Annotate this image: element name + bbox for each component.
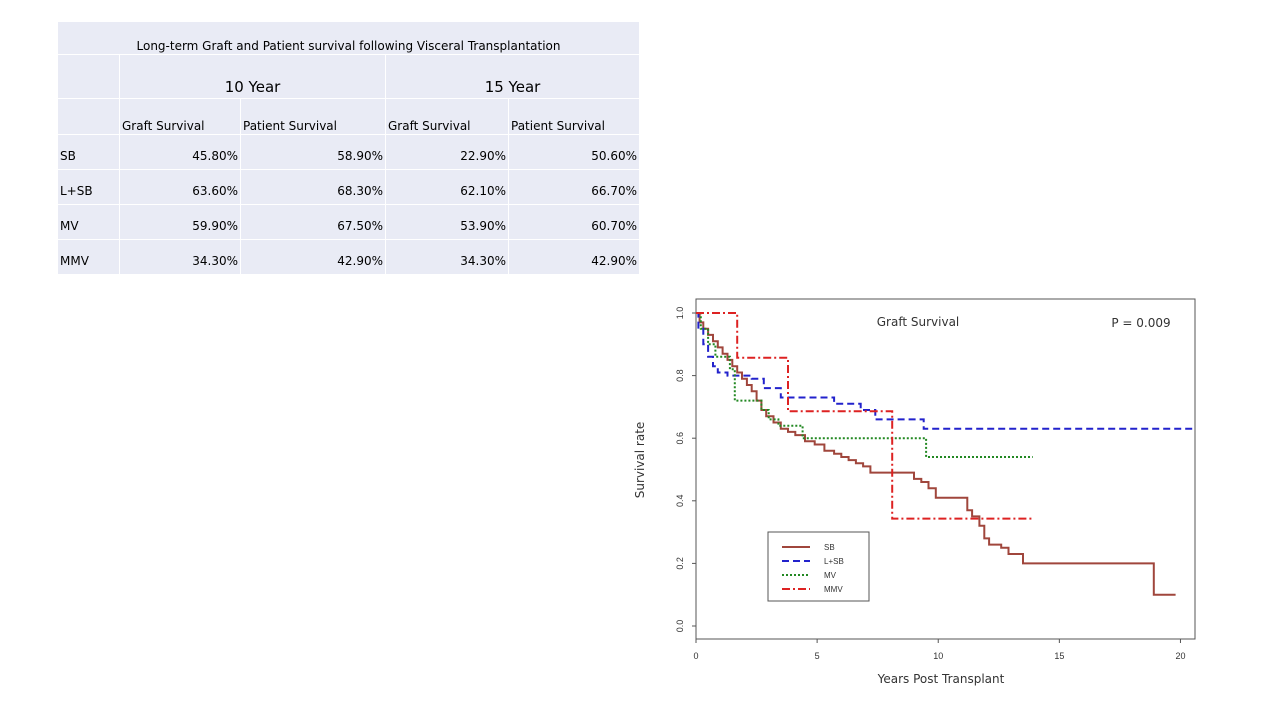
x-tick-label: 15	[1054, 651, 1064, 661]
y-tick-label: 0.8	[675, 369, 685, 382]
table-cell: 45.80%	[119, 134, 241, 170]
y-axis-label: Survival rate	[633, 422, 647, 499]
legend-box	[767, 531, 870, 602]
table-cell: 67.50%	[240, 204, 386, 240]
chart-title: Graft Survival	[877, 315, 960, 329]
survival-chart: 0.0 0.2 0.4 0.6 0.8 1.0 0 5 10 15 20 Graft Surviv…	[633, 298, 1196, 686]
table-row: L+SB 63.60% 68.30% 62.10% 66.70%	[57, 169, 641, 205]
col-header-patient-10: Patient Survival	[240, 98, 386, 135]
table-cell: 42.90%	[507, 239, 641, 275]
x-tick-label: 20	[1175, 651, 1185, 661]
chart-legend: SB L+SB MV MMV	[767, 531, 870, 602]
table-cell: 66.70%	[507, 169, 641, 205]
table-row: SB 45.80% 58.90% 22.90% 50.60%	[57, 134, 641, 170]
corner-cell	[57, 54, 120, 99]
y-tick-label: 0.2	[675, 557, 685, 570]
row-label: MMV	[57, 239, 120, 275]
series-line-mv	[696, 312, 1033, 458]
survival-table: Long-term Graft and Patient survival fol…	[56, 21, 641, 275]
col-header-graft-15: Graft Survival	[385, 98, 509, 135]
table-cell: 53.90%	[385, 204, 509, 240]
col-header-graft-10: Graft Survival	[119, 98, 241, 135]
series-line-sb	[696, 312, 1176, 596]
table-cell: 22.90%	[385, 134, 509, 170]
table-cell: 59.90%	[119, 204, 241, 240]
x-axis: 0 5 10 15 20	[693, 639, 1185, 661]
corner-cell	[57, 98, 120, 135]
table-cell: 60.70%	[507, 204, 641, 240]
table-cell: 63.60%	[119, 169, 241, 205]
table-cell: 42.90%	[240, 239, 386, 275]
row-label: L+SB	[57, 169, 120, 205]
legend-label: MV	[824, 571, 837, 580]
y-tick-label: 0.4	[675, 495, 685, 508]
y-tick-label: 0.6	[675, 432, 685, 445]
series-layer	[696, 312, 1195, 596]
group-header-15-year: 15 Year	[384, 54, 641, 99]
table-cell: 58.90%	[240, 134, 386, 170]
table-row: MV 59.90% 67.50% 53.90% 60.70%	[57, 204, 641, 240]
x-axis-label: Years Post Transplant	[877, 672, 1005, 686]
y-tick-label: 1.0	[675, 307, 685, 320]
legend-label: L+SB	[824, 557, 844, 566]
table-cell: 34.30%	[119, 239, 241, 275]
group-header-10-year: 10 Year	[119, 54, 386, 99]
col-header-patient-15: Patient Survival	[507, 98, 641, 135]
row-label: MV	[57, 204, 120, 240]
y-tick-label: 0.0	[675, 620, 685, 633]
table-cell: 68.30%	[240, 169, 386, 205]
x-tick-label: 0	[693, 651, 698, 661]
legend-label: MMV	[824, 585, 843, 594]
p-value-annotation: P = 0.009	[1111, 316, 1170, 330]
series-line-l-sb	[696, 312, 1195, 430]
legend-label: SB	[824, 543, 835, 552]
table-title: Long-term Graft and Patient survival fol…	[56, 21, 641, 55]
table-cell: 62.10%	[385, 169, 509, 205]
y-axis: 0.0 0.2 0.4 0.6 0.8 1.0	[675, 307, 696, 633]
x-tick-label: 5	[815, 651, 820, 661]
table-cell: 34.30%	[385, 239, 509, 275]
table-cell: 50.60%	[507, 134, 641, 170]
row-label: SB	[57, 134, 120, 170]
table-row: MMV 34.30% 42.90% 34.30% 42.90%	[57, 239, 641, 275]
x-tick-label: 10	[933, 651, 943, 661]
series-line-mmv	[696, 312, 1033, 520]
